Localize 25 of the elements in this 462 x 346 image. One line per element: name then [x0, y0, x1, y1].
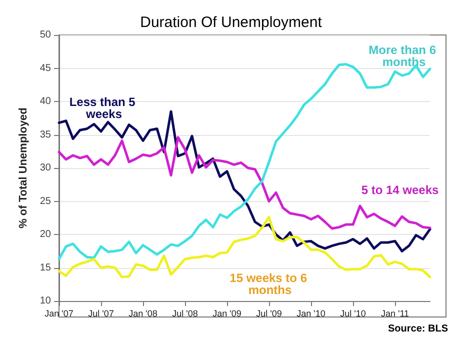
x-tick-label: Jan '07	[44, 308, 74, 318]
x-tick-label: Jul '08	[172, 308, 198, 318]
y-tick-label: 35	[40, 129, 52, 140]
x-tick-label: Jul '10	[340, 308, 366, 318]
series-label: Less than 5 weeks	[69, 95, 139, 121]
y-tick-label: 30	[40, 162, 52, 174]
x-tick-label: Jan '10	[296, 308, 326, 318]
source-note: Source: BLS	[388, 324, 448, 334]
y-tick-label: 10	[40, 296, 52, 306]
chart-title: Duration Of Unemployment	[140, 14, 323, 31]
x-tick-label: Jul '07	[88, 308, 114, 318]
y-tick-label: 45	[40, 62, 52, 74]
x-tick-label: Jan '11	[380, 308, 410, 318]
series-label: More than 6 months	[368, 43, 440, 69]
series-label: 5 to 14 weeks	[361, 183, 440, 197]
x-tick-label: Jan '08	[128, 308, 158, 318]
x-tick-label: Jan '09	[212, 308, 242, 318]
y-tick-label: 40	[40, 96, 52, 107]
y-tick-label: 25	[40, 196, 52, 207]
y-axis-title: % of Total Unemployed	[17, 108, 30, 228]
y-tick-label: 20	[40, 229, 52, 240]
y-tick-label: 15	[40, 262, 52, 274]
x-tick-label: Jul '09	[256, 308, 282, 318]
series-label: 15 weeks to 6 months	[230, 271, 310, 297]
y-tick-label: 50	[40, 30, 52, 40]
